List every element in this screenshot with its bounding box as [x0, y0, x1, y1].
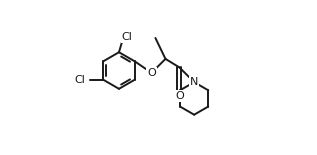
Text: O: O: [147, 68, 156, 78]
Text: O: O: [175, 91, 184, 101]
Text: N: N: [190, 77, 198, 87]
Text: Cl: Cl: [75, 75, 86, 85]
Text: N: N: [190, 77, 198, 87]
Text: Cl: Cl: [121, 32, 132, 42]
